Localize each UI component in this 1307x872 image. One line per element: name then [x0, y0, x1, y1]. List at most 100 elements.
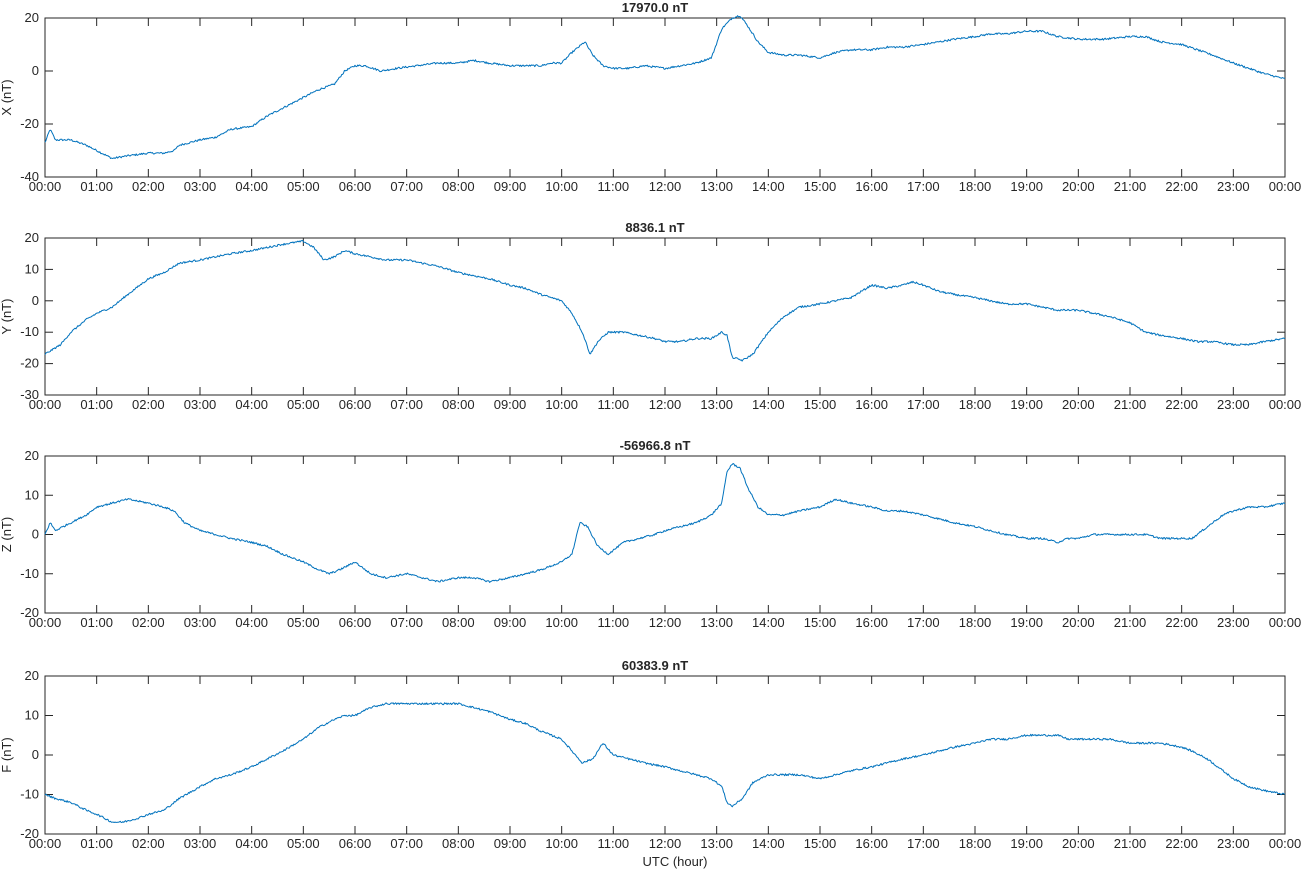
x-tick-label: 20:00	[1062, 397, 1095, 412]
x-tick-label: 21:00	[1114, 615, 1147, 630]
panel-2: 00:00 01:00 02:00 03:00 04:00 05:00 06:00 07:00…	[0, 220, 1301, 412]
x-tick-label: 22:00	[1165, 615, 1198, 630]
panel-title: 8836.1 nT	[625, 220, 684, 235]
x-tick-label: 09:00	[494, 836, 527, 851]
x-tick-label: 17:00	[907, 397, 940, 412]
y-tick-label: -30	[20, 387, 39, 402]
y-axis-label: F (nT)	[0, 737, 14, 772]
x-tick-label: 22:00	[1165, 179, 1198, 194]
x-tick-label: 02:00	[132, 836, 165, 851]
x-tick-label: 20:00	[1062, 836, 1095, 851]
x-tick-label: 19:00	[1010, 836, 1043, 851]
y-tick-label: -10	[20, 324, 39, 339]
panel-title: -56966.8 nT	[620, 438, 691, 453]
x-tick-label: 00:00	[29, 836, 62, 851]
x-tick-label: 13:00	[700, 397, 733, 412]
x-tick-label: 23:00	[1217, 397, 1250, 412]
x-tick-label: 13:00	[700, 179, 733, 194]
panel-3: 00:00 01:00 02:00 03:00 04:00 05:00 06:00 07:00…	[0, 438, 1301, 630]
x-tick-label: 13:00	[700, 615, 733, 630]
x-tick-label: 17:00	[907, 615, 940, 630]
y-tick-label: 10	[25, 708, 39, 723]
x-tick-label: 04:00	[235, 179, 268, 194]
y-axis-label: Y (nT)	[0, 299, 14, 335]
x-tick-label: 10:00	[545, 397, 578, 412]
y-tick-label: -20	[20, 116, 39, 131]
x-tick-label: 05:00	[287, 179, 320, 194]
x-tick-label: 11:00	[598, 179, 630, 194]
x-tick-label: 10:00	[545, 836, 578, 851]
x-tick-label: 23:00	[1217, 179, 1250, 194]
x-tick-label: 18:00	[959, 179, 992, 194]
panel-title: 60383.9 nT	[622, 658, 689, 673]
x-tick-label: 12:00	[649, 836, 682, 851]
x-tick-label: 03:00	[184, 179, 217, 194]
x-tick-label: 03:00	[184, 836, 217, 851]
x-tick-label: 11:00	[598, 615, 630, 630]
series-line-1	[44, 463, 1286, 583]
x-tick-label: 16:00	[855, 397, 888, 412]
x-tick-label: 23:00	[1217, 615, 1250, 630]
x-tick-label: 21:00	[1114, 836, 1147, 851]
y-tick-label: 0	[32, 63, 39, 78]
x-tick-label: 01:00	[80, 836, 113, 851]
panel-4: 00:00 01:00 02:00 03:00 04:00 05:00 06:00 07:00…	[0, 658, 1301, 869]
x-tick-label: 07:00	[390, 836, 423, 851]
x-tick-label: 00:00	[29, 179, 62, 194]
x-tick-label: 21:00	[1114, 179, 1147, 194]
x-tick-label: 14:00	[752, 179, 785, 194]
x-tick-label: 15:00	[804, 836, 837, 851]
panel-1: 00:00 01:00 02:00 03:00 04:00 05:00 06:00 07:00…	[0, 0, 1301, 194]
plot-frame	[44, 675, 1286, 835]
x-tick-label: 12:00	[649, 397, 682, 412]
x-tick-label: 00:00	[29, 397, 62, 412]
x-tick-label: 00:00	[1269, 615, 1302, 630]
y-tick-label: -10	[20, 566, 39, 581]
x-tick-label: 15:00	[804, 179, 837, 194]
x-tick-label: 19:00	[1010, 615, 1043, 630]
y-tick-label: 0	[32, 747, 39, 762]
y-tick-label: 10	[25, 261, 39, 276]
y-tick-label: 20	[25, 448, 39, 463]
x-tick-label: 04:00	[235, 836, 268, 851]
x-tick-label: 14:00	[752, 836, 785, 851]
y-tick-label: 0	[32, 293, 39, 308]
x-tick-label: 08:00	[442, 397, 475, 412]
y-tick-label: 20	[25, 230, 39, 245]
x-tick-label: 17:00	[907, 179, 940, 194]
x-tick-label: 05:00	[287, 397, 320, 412]
x-tick-label: 16:00	[855, 836, 888, 851]
x-tick-label: 10:00	[545, 615, 578, 630]
series-line-1	[44, 239, 1286, 362]
x-tick-label: 03:00	[184, 615, 217, 630]
x-tick-label: 05:00	[287, 615, 320, 630]
x-tick-label: 09:00	[494, 179, 527, 194]
x-tick-label: 23:00	[1217, 836, 1250, 851]
y-tick-label: 10	[25, 487, 39, 502]
x-tick-label: 09:00	[494, 615, 527, 630]
x-tick-label: 14:00	[752, 397, 785, 412]
x-tick-label: 13:00	[700, 836, 733, 851]
x-tick-label: 20:00	[1062, 179, 1095, 194]
x-tick-label: 22:00	[1165, 397, 1198, 412]
x-tick-label: 11:00	[598, 397, 630, 412]
y-tick-label: 20	[25, 10, 39, 25]
y-tick-label: 0	[32, 527, 39, 542]
x-tick-label: 08:00	[442, 836, 475, 851]
x-tick-label: 18:00	[959, 836, 992, 851]
x-tick-label: 17:00	[907, 836, 940, 851]
x-tick-label: 07:00	[390, 397, 423, 412]
x-tick-label: 02:00	[132, 397, 165, 412]
y-tick-label: -20	[20, 605, 39, 620]
x-tick-label: 01:00	[80, 179, 113, 194]
x-tick-label: 01:00	[80, 397, 113, 412]
x-tick-label: 06:00	[339, 615, 372, 630]
x-tick-label: 16:00	[855, 179, 888, 194]
x-tick-label: 00:00	[29, 615, 62, 630]
x-tick-label: 06:00	[339, 179, 372, 194]
x-tick-label: 18:00	[959, 397, 992, 412]
panel-title: 17970.0 nT	[622, 0, 689, 15]
x-tick-label: 15:00	[804, 615, 837, 630]
x-tick-label: 10:00	[545, 179, 578, 194]
x-tick-label: 00:00	[1269, 179, 1302, 194]
